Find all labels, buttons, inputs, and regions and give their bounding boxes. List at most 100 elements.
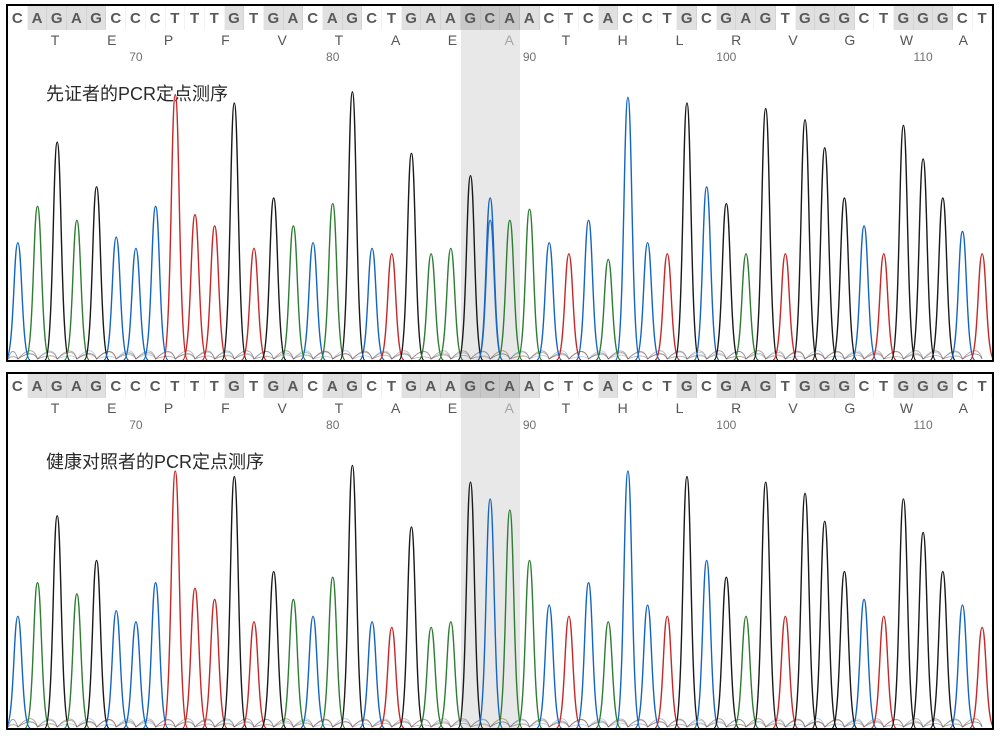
position-tick-label: 100 [716, 50, 736, 64]
base-cell: G [756, 374, 776, 398]
amino-acid-cell: W [878, 400, 935, 416]
base-cell: C [540, 6, 560, 30]
base-cell: G [835, 6, 855, 30]
amino-acid-row: TEPFVTAEATHLRVGWA [8, 398, 992, 418]
base-cell: C [362, 6, 382, 30]
base-cell: C [855, 374, 875, 398]
base-sequence-row: CAGAGCCCTTTGTGACAGCTGAAGCAACTCACCTGCGAGT… [8, 6, 992, 30]
chromatogram-trace [8, 66, 992, 360]
trace-area [8, 66, 992, 360]
amino-acid-cell: G [822, 400, 879, 416]
amino-acid-cell: L [651, 400, 708, 416]
base-cell: A [284, 374, 304, 398]
base-cell: A [67, 6, 87, 30]
base-cell: A [28, 374, 48, 398]
position-tick-row: 708090100110 [8, 418, 992, 434]
base-cell: C [638, 6, 658, 30]
base-cell: G [914, 6, 934, 30]
amino-acid-cell: T [538, 400, 595, 416]
position-tick-row: 708090100110 [8, 50, 992, 66]
amino-acid-cell: T [27, 400, 84, 416]
base-cell: G [47, 6, 67, 30]
base-cell: G [225, 6, 245, 30]
base-cell: A [500, 374, 520, 398]
amino-acid-cell: A [481, 400, 538, 416]
base-cell: T [166, 374, 186, 398]
base-cell: C [106, 374, 126, 398]
position-tick-label: 70 [129, 418, 142, 432]
amino-acid-row: TEPFVTAEATHLRVGWA [8, 30, 992, 50]
base-cell: C [481, 6, 501, 30]
amino-acid-cell: R [708, 400, 765, 416]
base-cell: C [8, 374, 28, 398]
base-cell: G [914, 374, 934, 398]
base-cell: T [205, 374, 225, 398]
base-cell: A [323, 374, 343, 398]
base-cell: A [323, 6, 343, 30]
base-cell: T [658, 6, 678, 30]
base-cell: G [461, 374, 481, 398]
base-cell: C [481, 374, 501, 398]
amino-acid-cell: E [424, 32, 481, 48]
base-cell: A [520, 374, 540, 398]
base-cell: T [185, 374, 205, 398]
amino-acid-cell: A [935, 400, 992, 416]
base-cell: G [933, 6, 953, 30]
base-cell: G [894, 6, 914, 30]
base-cell: C [579, 374, 599, 398]
base-cell: T [874, 374, 894, 398]
position-tick-label: 100 [716, 418, 736, 432]
amino-acid-cell: L [651, 32, 708, 48]
base-cell: C [855, 6, 875, 30]
amino-acid-cell: E [424, 400, 481, 416]
base-cell: T [776, 6, 796, 30]
base-cell: C [303, 374, 323, 398]
amino-acid-cell: F [197, 400, 254, 416]
chromatogram-panel-control: CAGAGCCCTTTGTGACAGCTGAAGCAACTCACCTGCGAGT… [6, 372, 994, 730]
base-cell: G [815, 374, 835, 398]
base-cell: T [776, 374, 796, 398]
base-cell: G [402, 6, 422, 30]
amino-acid-cell: H [595, 32, 652, 48]
amino-acid-cell: A [368, 400, 425, 416]
base-cell: A [67, 374, 87, 398]
base-cell: C [697, 6, 717, 30]
position-tick-label: 90 [523, 418, 536, 432]
amino-acid-cell: T [311, 32, 368, 48]
position-tick-label: 90 [523, 50, 536, 64]
position-tick-label: 110 [914, 418, 933, 432]
base-cell: G [402, 374, 422, 398]
amino-acid-cell: E [84, 400, 141, 416]
base-cell: G [264, 374, 284, 398]
base-cell: C [697, 374, 717, 398]
base-cell: A [599, 374, 619, 398]
base-cell: C [579, 6, 599, 30]
base-cell: G [717, 374, 737, 398]
base-cell: G [796, 374, 816, 398]
base-cell: A [441, 374, 461, 398]
base-cell: T [185, 6, 205, 30]
base-cell: A [520, 6, 540, 30]
amino-acid-cell: V [254, 32, 311, 48]
base-cell: G [835, 374, 855, 398]
base-cell: T [382, 374, 402, 398]
base-cell: T [973, 374, 993, 398]
base-cell: C [126, 6, 146, 30]
base-cell: G [87, 374, 107, 398]
amino-acid-cell: A [481, 32, 538, 48]
base-cell: G [677, 6, 697, 30]
position-tick-label: 80 [326, 50, 339, 64]
base-cell: A [421, 6, 441, 30]
amino-acid-cell: P [140, 32, 197, 48]
base-sequence-row: CAGAGCCCTTTGTGACAGCTGAAGCAACTCACCTGCGAGT… [8, 374, 992, 398]
amino-acid-cell: G [822, 32, 879, 48]
base-cell: G [225, 374, 245, 398]
base-cell: A [441, 6, 461, 30]
base-cell: C [953, 374, 973, 398]
base-cell: C [618, 374, 638, 398]
chromatogram-trace [8, 434, 992, 728]
base-cell: G [343, 6, 363, 30]
chromatogram-panel-proband: CAGAGCCCTTTGTGACAGCTGAAGCAACTCACCTGCGAGT… [6, 4, 994, 362]
base-cell: G [87, 6, 107, 30]
amino-acid-cell: P [140, 400, 197, 416]
